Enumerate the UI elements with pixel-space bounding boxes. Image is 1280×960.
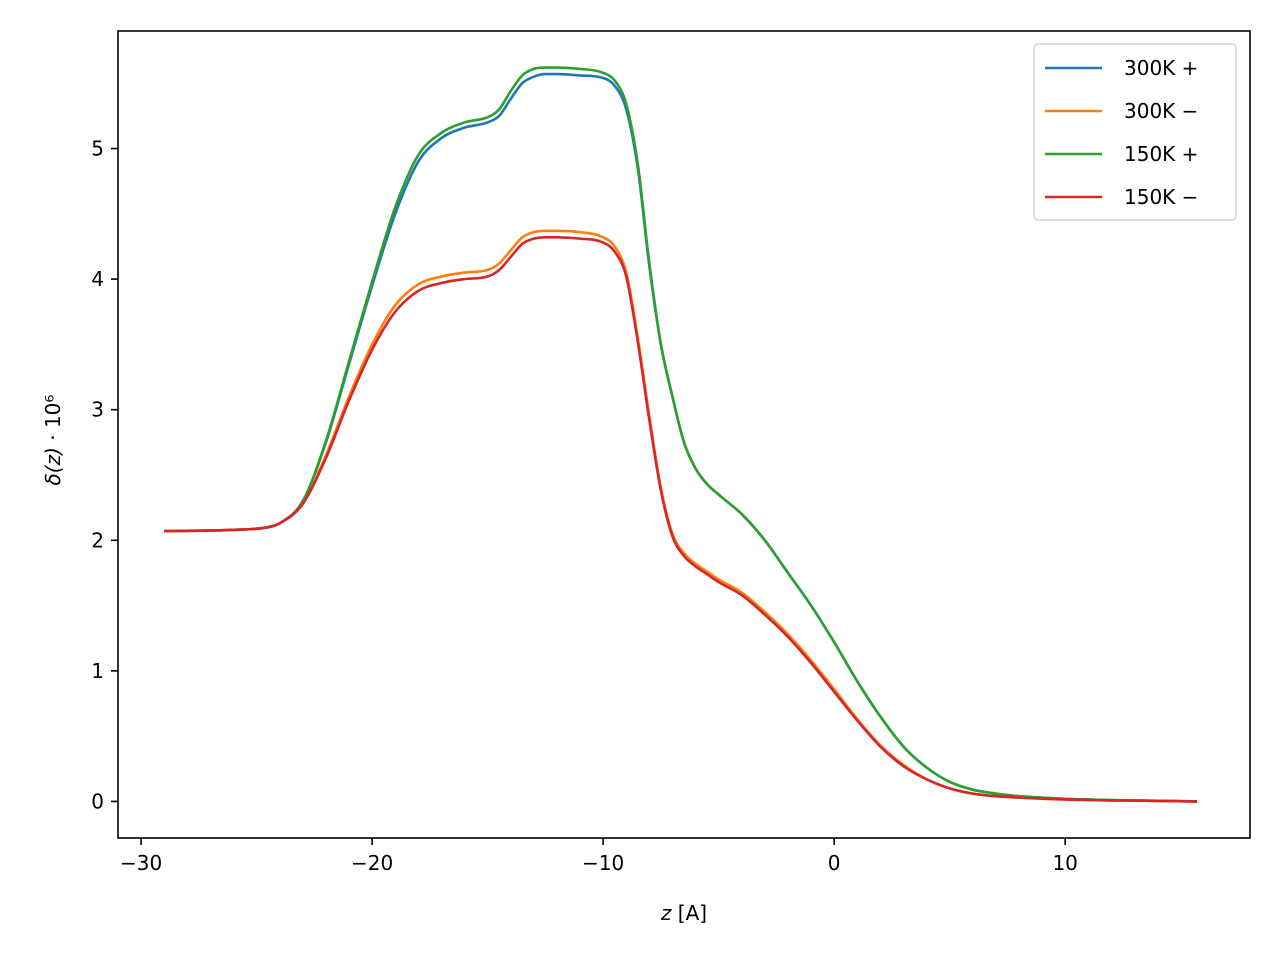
y-axis-label-var: δ(z) [41,447,65,485]
x-axis-label-unit: [A] [671,901,707,925]
x-tick-label: −10 [582,851,624,875]
series-layer [164,66,1197,803]
x-tick-label: −30 [120,851,162,875]
x-tick-label: 0 [828,851,841,875]
legend: 300K + 300K − 150K + 150K − [1033,43,1237,221]
series-line-4 [164,236,1197,803]
legend-label: 300K + [1124,56,1198,80]
legend-box [1033,43,1237,221]
y-axis-label: δ(z) · 10⁶ [41,395,65,486]
x-tick-label: −20 [351,851,393,875]
x-tick-label: 10 [1052,851,1077,875]
y-axis-label-rest: · 10⁶ [41,395,65,448]
x-axis-label: z [A] [660,901,707,925]
legend-label: 150K + [1124,142,1198,166]
y-tick-label: 1 [91,659,104,683]
legend-label: 150K − [1124,185,1198,209]
y-tick-label: 0 [91,789,104,813]
series-line-3 [164,66,1197,803]
y-tick-label: 4 [91,267,104,291]
x-axis-label-var: z [660,901,672,925]
y-axis: 0 1 2 3 4 5 [91,137,118,813]
plot-frame [117,30,1251,839]
y-tick-label: 5 [91,137,104,161]
y-tick-label: 2 [91,528,104,552]
x-axis: −30 −20 −10 0 10 [120,838,1078,875]
legend-label: 300K − [1124,99,1198,123]
y-tick-label: 3 [91,398,104,422]
